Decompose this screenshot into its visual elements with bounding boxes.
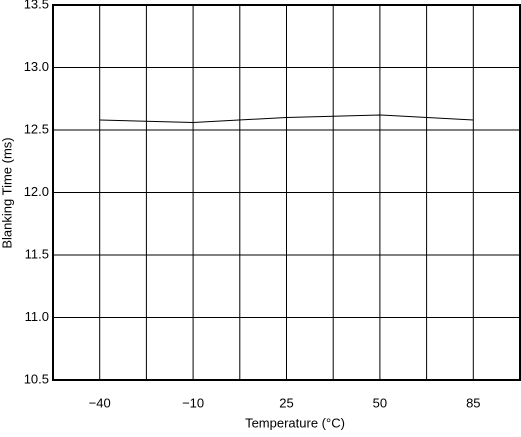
y-tick-label: 13.0: [24, 59, 49, 74]
y-tick-label: 12.5: [24, 121, 49, 136]
y-tick-label: 13.5: [24, 0, 49, 11]
y-tick-label: 11.0: [25, 309, 49, 324]
y-tick-label: 10.5: [24, 371, 49, 386]
plot-frame: [52, 4, 521, 381]
x-axis-label: Temperature (°C): [245, 415, 345, 430]
y-tick-label: 12.0: [24, 184, 49, 199]
y-tick-label: 11.5: [25, 246, 49, 261]
data-line: [99, 114, 474, 124]
y-axis-label: Blanking Time (ms): [0, 137, 14, 248]
x-tick-label: 85: [466, 395, 480, 410]
x-tick-label: 50: [373, 395, 387, 410]
x-tick-label: −10: [182, 395, 204, 410]
x-tick-label: −40: [89, 395, 111, 410]
x-tick-label: 25: [279, 395, 293, 410]
